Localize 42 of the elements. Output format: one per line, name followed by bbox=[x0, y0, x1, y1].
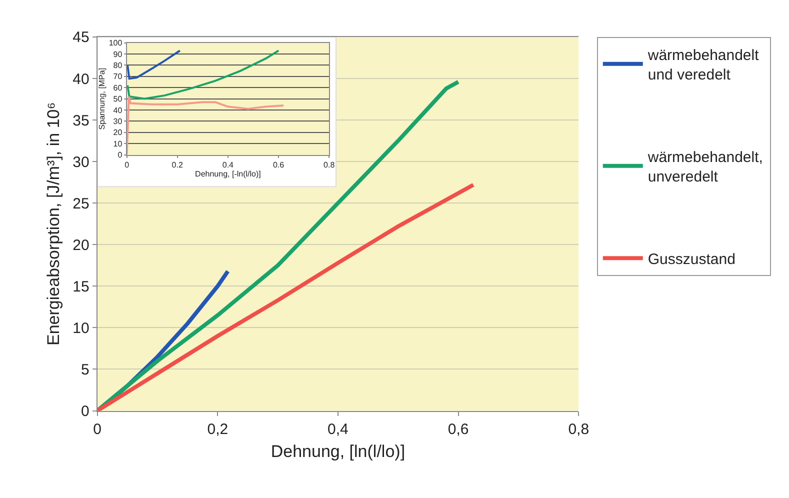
y-tick-label: 25 bbox=[72, 195, 90, 212]
x-tick-label: 0.6 bbox=[272, 160, 285, 170]
x-tick-label: 0,4 bbox=[328, 420, 348, 438]
y-tick-label: 0 bbox=[80, 403, 90, 420]
x-tick-label: 0 bbox=[93, 420, 102, 438]
x-tick-label: 0 bbox=[124, 160, 130, 170]
line-series bbox=[126, 96, 285, 155]
legend-label: wärmebehandelt, unveredelt bbox=[646, 148, 763, 186]
y-tick-label: 50 bbox=[113, 94, 123, 104]
x-tick-label: 0,8 bbox=[568, 420, 590, 438]
x-tick-label: 0.2 bbox=[172, 160, 184, 170]
x-tick-label: 0,6 bbox=[448, 420, 469, 438]
y-tick-label: 10 bbox=[72, 320, 90, 337]
y-tick-label: 100 bbox=[108, 38, 123, 48]
y-tick-label: 30 bbox=[72, 154, 90, 171]
y-tick-label: 40 bbox=[113, 106, 123, 115]
x-tick-label: 0.4 bbox=[222, 160, 234, 170]
y-tick-label: 35 bbox=[72, 112, 90, 130]
y-tick-label: 15 bbox=[72, 278, 90, 296]
y-tick-label: 30 bbox=[113, 117, 123, 126]
y-tick-label: 70 bbox=[113, 72, 123, 82]
y-axis-title: Energieabsorption, [J/m³], in 10⁶ bbox=[44, 102, 64, 346]
y-tick-label: 20 bbox=[72, 236, 90, 254]
x-tick-label: 0.8 bbox=[324, 160, 336, 170]
y-axis-title: Spannung, [MPa] bbox=[98, 68, 107, 130]
y-tick-label: 5 bbox=[80, 361, 90, 378]
y-tick-label: 80 bbox=[113, 60, 123, 70]
y-tick-label: 90 bbox=[113, 50, 123, 59]
y-tick-label: 20 bbox=[113, 128, 123, 138]
y-tick-label: 45 bbox=[72, 29, 90, 46]
legend-label: wärmebehandelt und veredelt bbox=[646, 46, 760, 84]
x-tick-label: 0,2 bbox=[207, 420, 228, 438]
y-tick-label: 60 bbox=[113, 83, 123, 92]
y-tick-label: 0 bbox=[118, 150, 123, 160]
x-axis-title: Dehnung, [ln(l/lo)] bbox=[270, 442, 406, 462]
line-series bbox=[126, 50, 181, 80]
legend-label: Gusszustand bbox=[648, 250, 736, 268]
x-axis-title: Dehnung, [-ln(l/lo)] bbox=[195, 170, 261, 179]
y-tick-label: 40 bbox=[72, 70, 90, 88]
line-series bbox=[126, 50, 280, 100]
line-series bbox=[97, 182, 476, 411]
y-tick-label: 10 bbox=[113, 139, 123, 148]
